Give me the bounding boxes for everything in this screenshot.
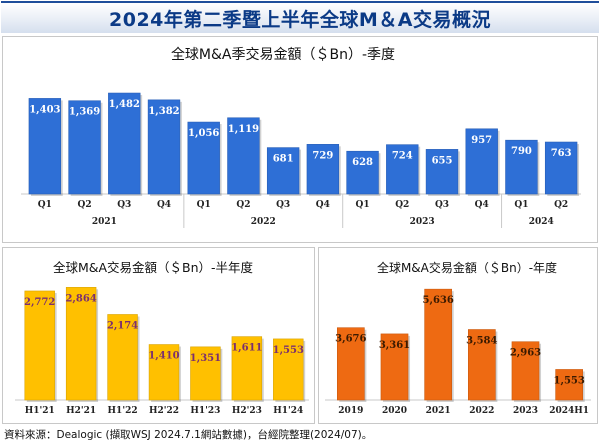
annual-chart-panel: 全球M&A交易金額（＄Bn）-年度 3,676 2019 3,361 2020 5,63… xyxy=(318,247,598,424)
quarterly-tick-label: Q4 xyxy=(157,200,171,210)
quarterly-year-label: 2023 xyxy=(410,217,435,227)
quarterly-year-label: 2022 xyxy=(251,217,276,227)
quarterly-data-label: 628 xyxy=(352,157,373,168)
quarterly-bar xyxy=(28,98,62,195)
annual-tick-label: 2022 xyxy=(469,406,494,416)
quarterly-bar xyxy=(187,121,220,195)
source-footnote: 資料來源：Dealogic (擷取WSJ 2024.7.1網站數據)，台經院整理… xyxy=(4,429,373,441)
annual-bar xyxy=(336,327,365,401)
quarterly-data-label: 763 xyxy=(551,148,572,159)
annual-tick-label: 2019 xyxy=(338,406,363,416)
half-tick-label: H1'23 xyxy=(190,406,220,416)
annual-data-label: 3,361 xyxy=(379,340,410,351)
quarterly-data-label: 1,056 xyxy=(188,128,219,139)
quarterly-bar xyxy=(266,147,300,195)
annual-tick-label: 2021 xyxy=(426,406,451,416)
half-bar xyxy=(148,344,180,401)
half-data-label: 1,611 xyxy=(231,343,262,354)
half-tick-label: H1'24 xyxy=(273,406,303,416)
half-data-label: 2,174 xyxy=(107,320,138,331)
annual-bar xyxy=(424,288,453,401)
annual-data-label: 2,963 xyxy=(510,348,541,359)
quarterly-data-label: 655 xyxy=(432,155,453,166)
quarterly-tick-label: Q2 xyxy=(395,200,409,210)
quarterly-tick-label: Q3 xyxy=(117,200,131,210)
quarterly-tick-label: Q2 xyxy=(554,200,568,210)
annual-data-label: 3,676 xyxy=(335,334,366,345)
quarterly-bar xyxy=(306,144,340,195)
quarterly-data-label: 1,119 xyxy=(228,124,259,135)
quarterly-bar-chart: 全球M&A季交易金額（＄Bn）-季度 1,403 Q1 1,369 Q2 1,482 Q3… xyxy=(21,46,581,228)
half-bar xyxy=(24,290,55,401)
quarterly-year-label: 2024 xyxy=(529,217,554,227)
half-year-chart-title: 全球M&A交易金額（＄Bn）-半年度 xyxy=(53,260,254,275)
annual-data-label: 5,636 xyxy=(423,295,454,306)
half-data-label: 1,351 xyxy=(190,353,221,364)
quarterly-bar xyxy=(108,92,141,195)
half-bar xyxy=(65,287,97,401)
half-year-chart-panel: 全球M&A交易金額（＄Bn）-半年度 2,772 H1'21 2,864 H2'21 2… xyxy=(2,247,315,424)
quarterly-data-label: 1,403 xyxy=(29,104,60,115)
quarterly-chart-title: 全球M&A季交易金額（＄Bn）-季度 xyxy=(171,46,395,63)
quarterly-bar xyxy=(386,144,419,195)
half-data-label: 2,864 xyxy=(65,293,96,304)
half-bar xyxy=(273,338,304,401)
quarterly-data-label: 957 xyxy=(471,135,492,146)
half-data-label: 1,553 xyxy=(273,345,304,356)
half-tick-label: H2'23 xyxy=(232,406,262,416)
quarterly-bar xyxy=(346,150,379,195)
half-tick-label: H1'22 xyxy=(108,406,138,416)
quarterly-data-label: 729 xyxy=(312,150,333,161)
quarterly-year-label: 2021 xyxy=(92,217,117,227)
quarterly-bar xyxy=(425,149,459,195)
quarterly-tick-label: Q3 xyxy=(276,200,290,210)
annual-bar xyxy=(380,333,409,401)
quarterly-data-label: 790 xyxy=(511,146,532,157)
annual-bar xyxy=(467,329,496,401)
annual-data-label: 3,584 xyxy=(466,336,497,347)
quarterly-tick-label: Q1 xyxy=(356,200,370,210)
quarterly-bar xyxy=(505,139,538,195)
annual-bar-chart: 全球M&A交易金額（＄Bn）-年度 3,676 2019 3,361 2020 5,63… xyxy=(325,260,591,416)
quarterly-tick-label: Q3 xyxy=(435,200,449,210)
quarterly-tick-label: Q1 xyxy=(197,200,211,210)
quarterly-tick-label: Q2 xyxy=(236,200,250,210)
annual-tick-label: 2023 xyxy=(513,406,538,416)
quarterly-data-label: 1,382 xyxy=(148,106,179,117)
quarterly-data-label: 724 xyxy=(392,151,413,162)
quarterly-tick-label: Q4 xyxy=(316,200,330,210)
annual-bar xyxy=(555,369,584,401)
annual-tick-label: 2024H1 xyxy=(549,406,589,416)
annual-data-label: 1,553 xyxy=(554,375,585,386)
half-tick-label: H2'21 xyxy=(66,406,96,416)
half-tick-label: H2'22 xyxy=(149,406,179,416)
half-bar xyxy=(107,314,138,401)
quarterly-data-label: 1,369 xyxy=(69,107,100,118)
half-bar xyxy=(190,346,221,401)
quarterly-bar xyxy=(147,99,181,195)
quarterly-tick-label: Q1 xyxy=(514,200,528,210)
quarterly-chart-panel: 全球M&A季交易金額（＄Bn）-季度 1,403 Q1 1,369 Q2 1,482 Q3… xyxy=(2,36,598,243)
quarterly-bar xyxy=(227,117,260,195)
annual-chart-title: 全球M&A交易金額（＄Bn）-年度 xyxy=(377,260,557,275)
quarterly-tick-label: Q2 xyxy=(78,200,92,210)
quarterly-bar xyxy=(68,100,101,195)
quarterly-data-label: 681 xyxy=(273,154,294,165)
half-tick-label: H1'21 xyxy=(25,406,55,416)
quarterly-bar xyxy=(544,141,578,195)
annual-tick-label: 2020 xyxy=(382,406,407,416)
half-data-label: 1,410 xyxy=(148,351,179,362)
quarterly-tick-label: Q4 xyxy=(475,200,489,210)
quarterly-tick-label: Q1 xyxy=(38,200,52,210)
page-title: 2024年第二季暨上半年全球M＆A交易概況 xyxy=(1,1,599,33)
quarterly-bar xyxy=(465,128,498,195)
half-data-label: 2,772 xyxy=(24,297,55,308)
half-bar xyxy=(231,336,263,401)
annual-bar xyxy=(511,341,540,401)
half-year-bar-chart: 全球M&A交易金額（＄Bn）-半年度 2,772 H1'21 2,864 H2'21 2… xyxy=(15,260,309,416)
quarterly-data-label: 1,482 xyxy=(109,99,140,110)
